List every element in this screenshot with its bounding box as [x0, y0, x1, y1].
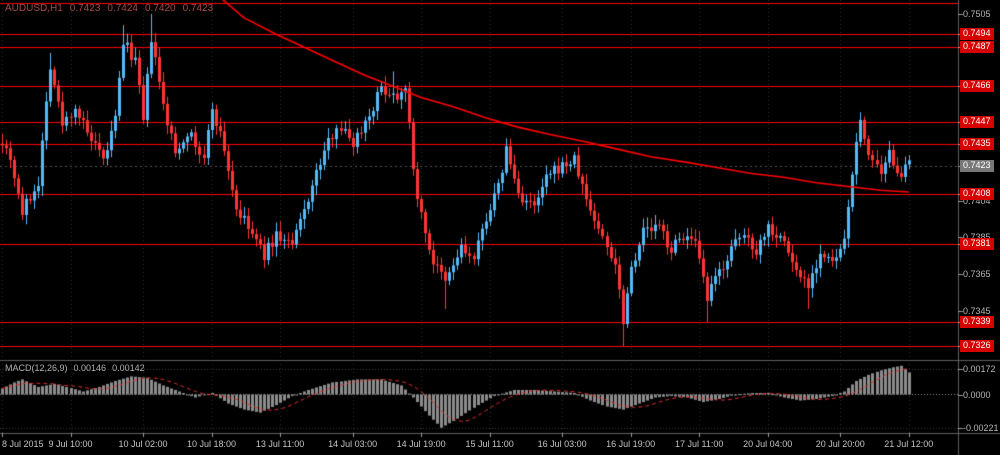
macd-header: MACD(12,26,9) 0.00146 0.00142: [5, 363, 151, 373]
price-axis-label: 0.7365: [963, 268, 991, 279]
ohlc-close-value: 0.7423: [182, 3, 214, 14]
time-axis-label: 13 Jul 11:00: [255, 439, 305, 449]
price-level-badge: 0.7466: [960, 80, 994, 93]
macd-title: MACD(12,26,9): [5, 363, 68, 373]
time-axis-label: 10 Jul 18:00: [187, 439, 237, 449]
ohlc-high-value: 0.7424: [107, 3, 138, 14]
chart-header: AUDUSD,H1 0.7423 0.7424 0.7420 0.7423: [5, 3, 220, 14]
time-axis-label: 16 Jul 19:00: [606, 439, 656, 449]
time-axis-label: 20 Jul 20:00: [815, 439, 865, 449]
price-axis-label: 0.7385: [963, 231, 991, 242]
price-level-badge: 0.7326: [960, 340, 994, 353]
time-axis-label: 16 Jul 03:00: [537, 439, 587, 449]
current-price-badge: 0.7423: [960, 160, 994, 173]
time-axis-label: 14 Jul 03:00: [328, 439, 378, 449]
macd-axis-label: 0.00172: [963, 363, 996, 374]
time-axis-label: 14 Jul 19:00: [396, 439, 446, 449]
price-level-badge: 0.7339: [960, 315, 994, 328]
price-level-badge: 0.7487: [960, 41, 994, 54]
time-axis-label: 8 Jul 2015: [2, 439, 44, 449]
price-axis-label: 0.7345: [963, 305, 991, 316]
time-axis-label: 15 Jul 11:00: [465, 439, 514, 449]
price-level-badge: 0.7447: [960, 115, 994, 128]
ohlc-open-value: 0.7423: [69, 3, 101, 14]
time-axis-label: 21 Jul 12:00: [884, 439, 934, 449]
price-axis-label: 0.7404: [963, 196, 991, 207]
macd-axis-label: -0.00221: [963, 422, 999, 433]
ohlc-low-value: 0.7420: [144, 3, 176, 14]
time-axis-label: 20 Jul 04:00: [743, 439, 793, 449]
price-axis-label: 0.7505: [963, 8, 991, 19]
symbol-timeframe-label: AUDUSD,H1: [5, 3, 63, 14]
price-level-badge: 0.7494: [960, 28, 994, 41]
macd-main-value: 0.00146: [73, 363, 107, 373]
time-axis-label: 10 Jul 02:00: [118, 439, 168, 449]
time-axis-label: 9 Jul 10:00: [48, 439, 93, 449]
macd-axis-label: 0.0000: [963, 389, 991, 400]
macd-signal-value: 0.00142: [112, 363, 145, 373]
price-level-badge: 0.7435: [960, 137, 994, 150]
time-axis-label: 17 Jul 11:00: [675, 439, 724, 449]
price-level-badge: 0.7381: [960, 238, 994, 251]
price-level-badge: 0.7408: [960, 187, 994, 200]
